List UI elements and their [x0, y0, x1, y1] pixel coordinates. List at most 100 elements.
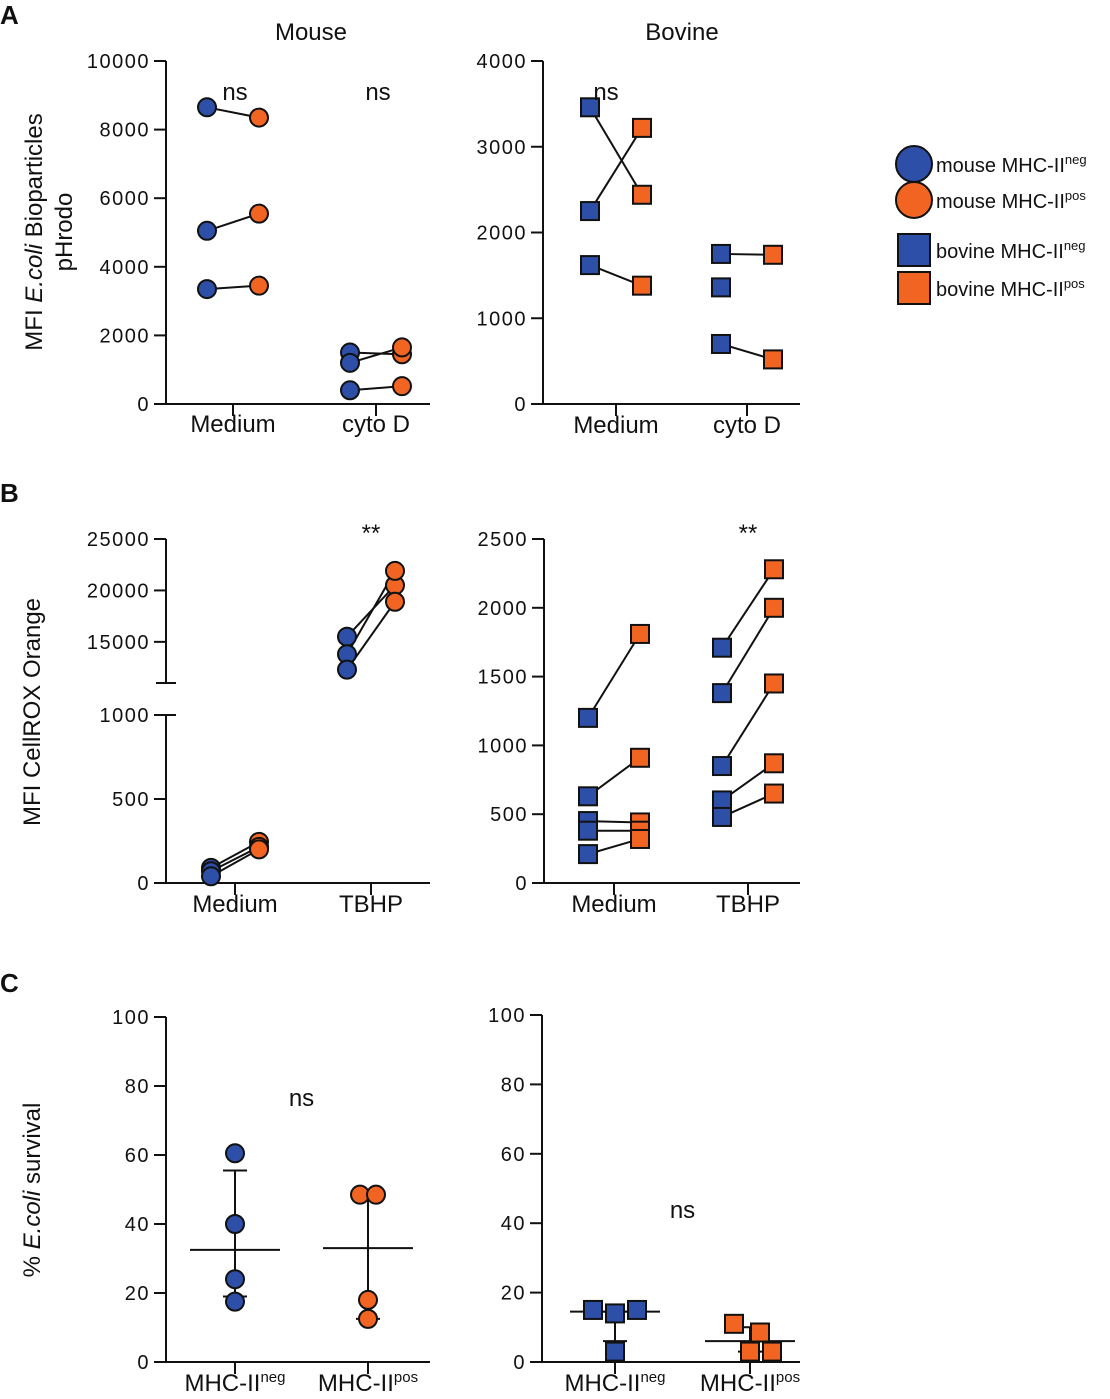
data-point-square	[578, 820, 598, 841]
x-tick-label: TBHP	[716, 891, 780, 918]
legend-item-bovine-neg: bovine MHC-IIneg	[897, 233, 1086, 267]
y-tick-label: 0	[513, 1352, 526, 1374]
pair-connector-line	[589, 106, 643, 196]
data-point-circle	[197, 97, 217, 118]
x-tick-label: Medium	[190, 411, 275, 438]
data-point-circle	[340, 352, 360, 373]
legend-square-marker	[897, 271, 931, 305]
y-tick-label: 100	[112, 1007, 150, 1029]
y-tick-label: 100	[488, 1005, 526, 1027]
data-point-circle	[197, 220, 217, 241]
data-point-square	[764, 753, 784, 774]
y-tick-label: 80	[501, 1074, 526, 1096]
x-tick-label: MHC-IIpos	[700, 1369, 800, 1397]
y-tick-label: 1000	[477, 308, 528, 330]
data-point-circle	[197, 279, 217, 300]
panel-letter-b: B	[0, 478, 19, 508]
data-point-circle	[366, 1184, 386, 1205]
data-point-circle	[392, 337, 412, 358]
y-tick-label: 2000	[477, 223, 528, 245]
significance-label: ns	[222, 79, 247, 106]
data-point-square	[764, 559, 784, 580]
y-tick-label: 8000	[100, 120, 151, 142]
legend-item-bovine-pos: bovine MHC-IIpos	[897, 271, 1085, 305]
y-tick-label: 1500	[478, 667, 529, 689]
data-point-circle	[249, 203, 269, 224]
data-point-circle	[249, 839, 269, 860]
significance-label: ns	[670, 1197, 695, 1224]
significance-label: **	[739, 520, 758, 547]
x-tick-label: cyto D	[342, 411, 410, 438]
y-tick-label: 1000	[478, 735, 529, 757]
data-point-circle	[225, 1214, 245, 1234]
data-point-square	[712, 806, 732, 827]
chart-b-mouse: 15000 20000 25000 0 500 1000 Medium TBHP **	[87, 520, 430, 918]
y-tick-label: 0	[137, 394, 150, 416]
legend-label: bovine MHC-IIpos	[936, 276, 1085, 301]
chart-c-mouse: 0 20 40 60 80 100 MHC-IIneg MHC-IIpos ns	[112, 1007, 430, 1397]
data-point-circle	[225, 1143, 245, 1164]
data-point-circle	[201, 866, 221, 887]
chart-c-bovine: 0 20 40 60 80 100 MHC-IIneg MHC-IIpos ns	[488, 1005, 800, 1397]
x-tick-label: MHC-IIneg	[564, 1369, 665, 1397]
x-tick-label: cyto D	[713, 412, 781, 439]
data-point-circle	[337, 659, 357, 680]
data-point-square	[630, 747, 650, 768]
chart-b-bovine: 0 500 1000 1500 2000 2500 Medium TBHP **	[478, 520, 800, 918]
panel-letter-c: C	[0, 968, 19, 998]
data-point-square	[632, 275, 652, 296]
significance-label: ns	[593, 79, 618, 106]
data-point-square	[627, 1299, 647, 1320]
title-bovine: Bovine	[645, 19, 718, 46]
data-point-square	[712, 637, 732, 658]
data-point-square	[630, 623, 650, 644]
data-point-square	[764, 597, 784, 618]
x-tick-label: MHC-IIneg	[184, 1369, 285, 1397]
data-point-circle	[358, 1289, 378, 1310]
y-label-a-line1: MFI E.coli Bioparticles	[21, 113, 48, 350]
y-tick-label: 60	[501, 1144, 526, 1166]
significance-label: ns	[289, 1085, 314, 1112]
y-tick-label: 2000	[478, 598, 529, 620]
y-tick-label: 0	[137, 1352, 150, 1374]
pair-connector-line	[721, 682, 775, 767]
y-tick-label: 25000	[87, 529, 150, 551]
y-tick-label: 500	[490, 804, 528, 826]
data-point-circle	[392, 376, 412, 397]
legend-circle-marker	[895, 181, 933, 219]
y-tick-label: 10000	[87, 51, 150, 73]
y-tick-label: 4000	[100, 257, 151, 279]
legend-label: bovine MHC-IIneg	[936, 238, 1086, 263]
data-point-square	[630, 828, 650, 849]
significance-label: ns	[365, 79, 390, 106]
data-point-square	[580, 201, 600, 222]
y-label-a-line2: pHrodo	[51, 193, 78, 272]
y-tick-label: 4000	[477, 51, 528, 73]
chart-a-mouse: 0 2000 4000 6000 8000 10000 Medium cyto D ns ns	[87, 51, 430, 438]
pair-connector-line	[721, 607, 775, 694]
data-point-square	[711, 333, 731, 354]
y-tick-label: 60	[125, 1145, 150, 1167]
y-label-c: % E.coli survival	[19, 1103, 46, 1278]
significance-label: **	[362, 520, 381, 547]
y-tick-label: 15000	[87, 632, 150, 654]
data-point-circle	[249, 107, 269, 128]
data-point-circle	[225, 1269, 245, 1290]
legend-item-mouse-pos: mouse MHC-IIpos	[895, 181, 1086, 219]
y-tick-label: 500	[112, 789, 150, 811]
data-point-square	[605, 1303, 625, 1324]
data-point-circle	[385, 591, 405, 612]
data-point-circle	[385, 560, 405, 581]
data-point-square	[764, 783, 784, 804]
y-tick-label: 0	[515, 873, 528, 895]
legend-item-mouse-neg: mouse MHC-IIneg	[895, 145, 1087, 183]
data-point-circle	[340, 380, 360, 401]
data-point-square	[605, 1341, 625, 1362]
legend-label: mouse MHC-IIpos	[936, 188, 1086, 213]
data-point-square	[712, 790, 732, 811]
data-point-square	[580, 255, 600, 276]
y-tick-label: 20	[125, 1283, 150, 1305]
y-tick-label: 2000	[100, 325, 151, 347]
data-point-square	[711, 243, 731, 264]
y-tick-label: 20	[501, 1283, 526, 1305]
